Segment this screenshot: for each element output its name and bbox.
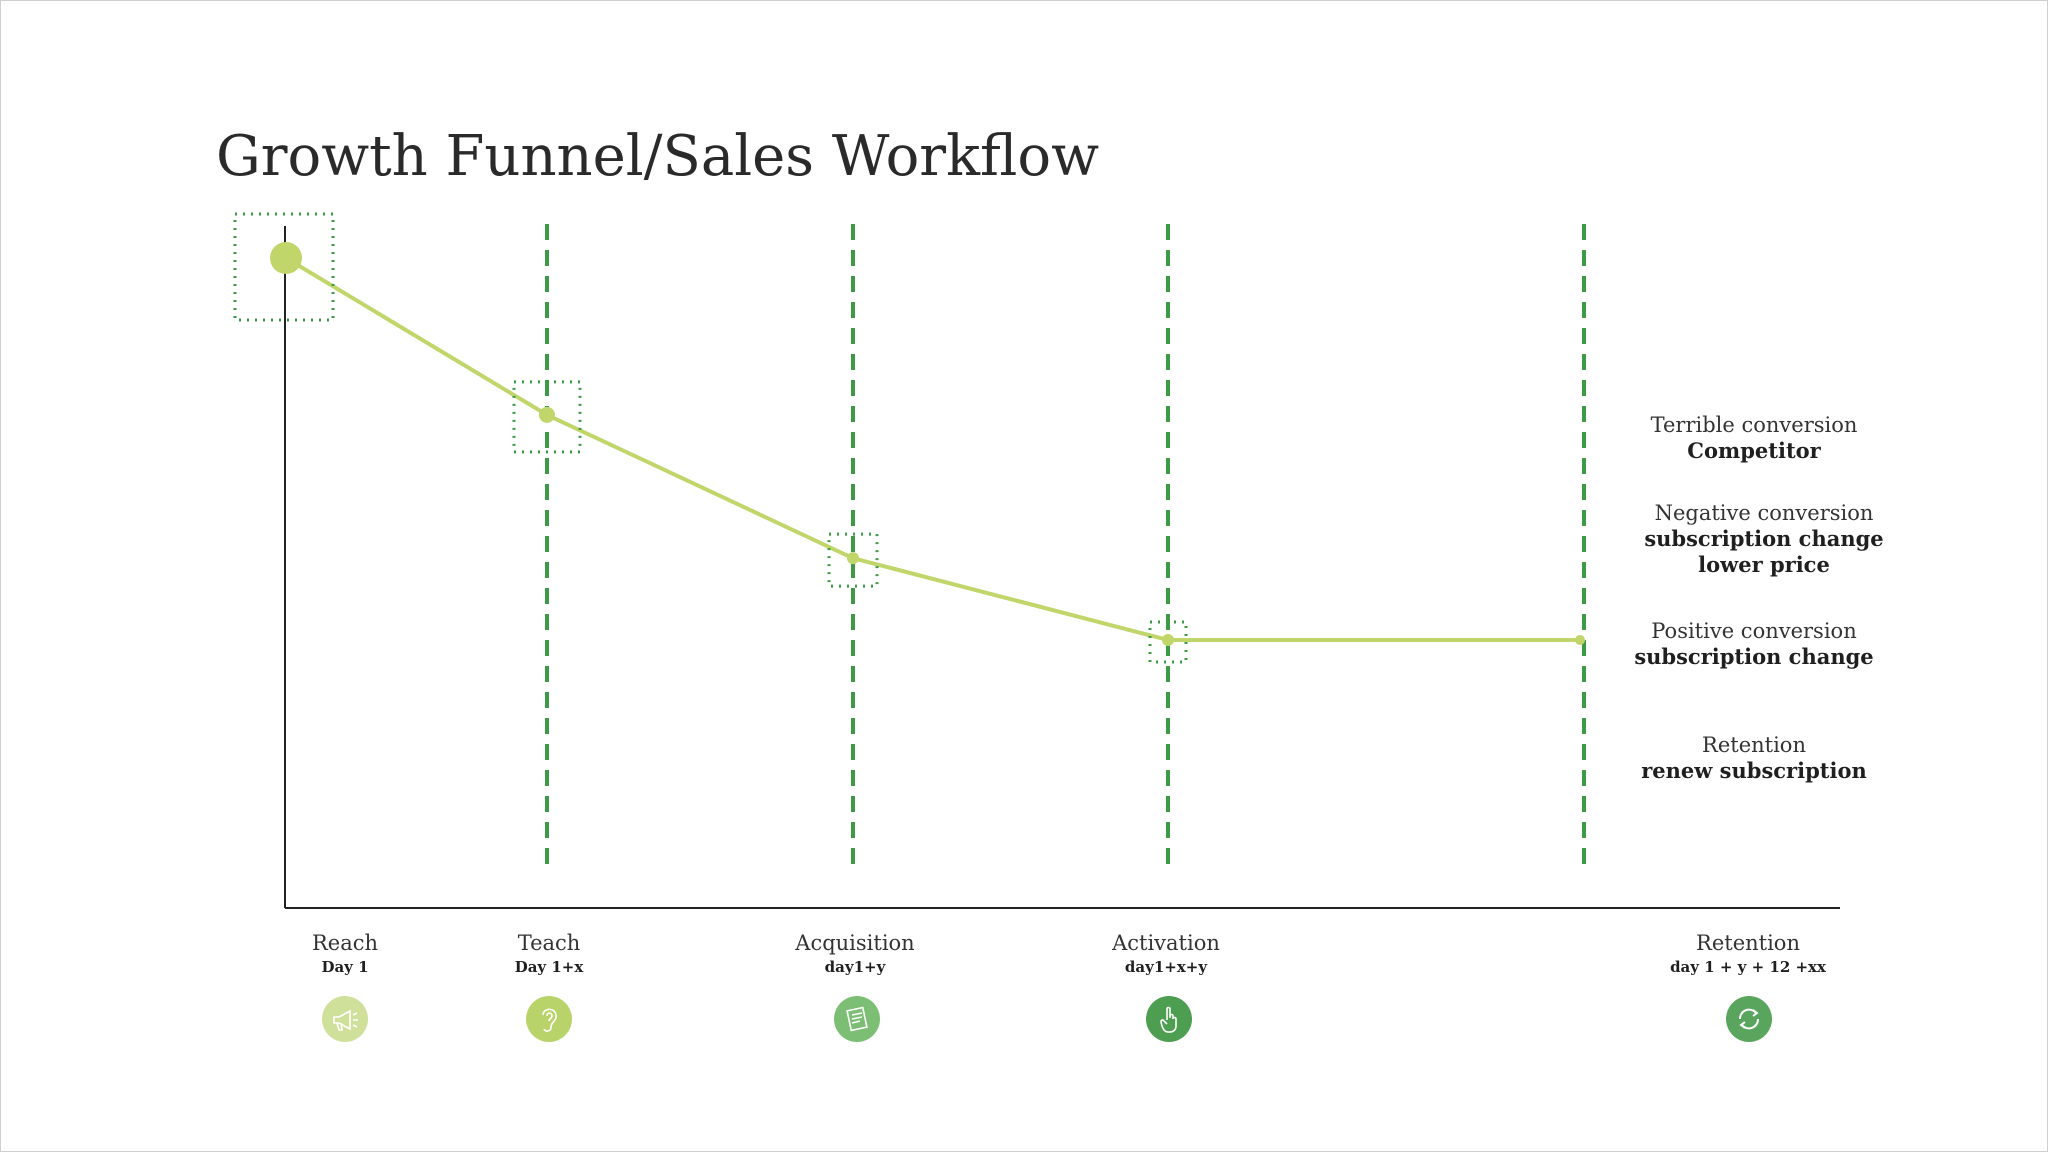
point-highlight-box-2 <box>512 380 582 454</box>
data-point-reach <box>270 242 302 274</box>
stage-name: Reach <box>311 931 379 955</box>
data-point-teach <box>539 406 555 423</box>
stage-activation: Activation day1+x+y <box>1036 930 1296 1042</box>
stage-teach: Teach Day 1+x <box>419 930 679 1042</box>
legend-detail: subscription change <box>1644 526 1884 551</box>
ear-icon <box>526 996 572 1042</box>
legend-detail: lower price <box>1698 552 1830 577</box>
legend-item: Retention renew subscription <box>1614 732 1894 784</box>
legend-item: Positive conversion subscription change <box>1614 618 1894 670</box>
stage-name: Retention <box>1696 931 1800 955</box>
data-point-activation <box>1162 634 1174 646</box>
point-highlight-box-3 <box>827 532 879 588</box>
megaphone-icon <box>322 996 368 1042</box>
legend-heading: Positive conversion <box>1651 619 1857 643</box>
stage-day: day 1 + y + 12 +xx <box>1670 958 1826 976</box>
stage-day: Day 1 <box>321 958 369 976</box>
legend-item: Terrible conversion Competitor <box>1614 412 1894 464</box>
stage-name: Teach <box>517 931 581 955</box>
point-highlight-box-1 <box>233 212 335 322</box>
refresh-icon <box>1726 996 1772 1042</box>
legend-heading: Retention <box>1702 733 1806 757</box>
stage-acquisition: Acquisition day1+y <box>725 930 985 1042</box>
legend-detail: renew subscription <box>1641 758 1867 783</box>
stage-name: Activation <box>1112 931 1220 955</box>
stage-reach: Reach Day 1 <box>215 930 475 1042</box>
funnel-series-line <box>284 256 1580 642</box>
page-title: Growth Funnel/Sales Workflow <box>216 124 1100 189</box>
legend-detail: subscription change <box>1634 644 1874 669</box>
legend-heading: Terrible conversion <box>1650 413 1858 437</box>
stage-day: day1+x+y <box>1124 958 1208 976</box>
data-point-acquisition <box>847 552 859 565</box>
data-point-retention <box>1575 635 1585 645</box>
stage-name: Acquisition <box>795 931 915 955</box>
legend-item: Negative conversion subscription change lo… <box>1624 500 1904 578</box>
hand-pointer-icon <box>1146 996 1192 1042</box>
point-highlight-box-4 <box>1148 620 1188 664</box>
document-icon <box>834 996 880 1042</box>
stage-retention: Retention day 1 + y + 12 +xx <box>1618 930 1878 1042</box>
stage-day: Day 1+x <box>514 958 584 976</box>
legend-detail: Competitor <box>1687 438 1821 463</box>
legend-heading: Negative conversion <box>1654 501 1874 525</box>
stage-day: day1+y <box>824 958 886 976</box>
